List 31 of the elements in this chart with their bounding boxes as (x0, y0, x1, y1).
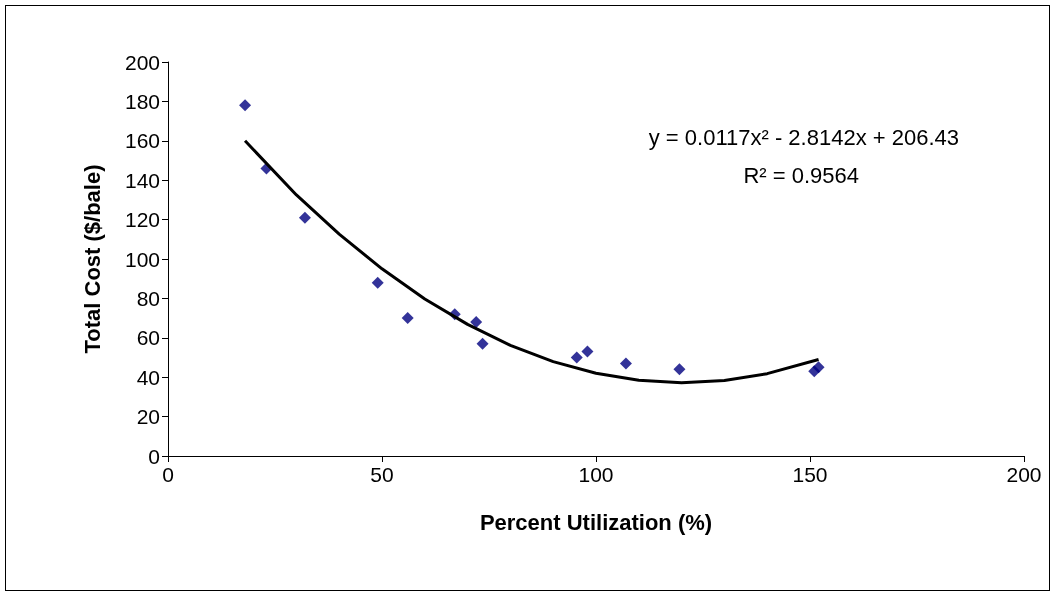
annotation: y = 0.0117x² - 2.8142x + 206.43 (648, 124, 960, 150)
annotation: R² = 0.9564 (743, 162, 859, 188)
y-tick-label: 200 (124, 50, 160, 74)
y-tick-label: 140 (124, 168, 160, 192)
x-tick-label: 150 (792, 463, 828, 486)
y-tick-label: 120 (124, 208, 160, 232)
point (470, 316, 483, 329)
point (673, 363, 686, 376)
x-tick-label: 200 (1006, 463, 1042, 486)
y-axis-title: Total Cost ($/bale) (79, 164, 105, 354)
y-tick-label: 40 (136, 365, 160, 389)
y-tick-label: 100 (124, 247, 160, 271)
point (570, 351, 583, 364)
x-tick-label: 0 (162, 463, 174, 486)
point (371, 276, 384, 289)
y-tick-label: 20 (136, 405, 160, 429)
point (401, 312, 414, 325)
point (812, 361, 825, 374)
point (476, 337, 489, 350)
y-tick-label: 160 (124, 129, 160, 153)
point (239, 99, 252, 112)
x-axis-title: Percent Utilization (%) (479, 509, 713, 535)
x-tick-label: 100 (578, 463, 614, 486)
point (298, 211, 311, 224)
point (581, 345, 594, 358)
x-tick-label: 50 (370, 463, 394, 486)
y-tick-label: 60 (136, 326, 160, 350)
y-tick-label: 80 (136, 286, 160, 310)
point (619, 357, 632, 370)
y-tick-label: 0 (148, 444, 160, 468)
y-tick-label: 180 (124, 89, 160, 113)
